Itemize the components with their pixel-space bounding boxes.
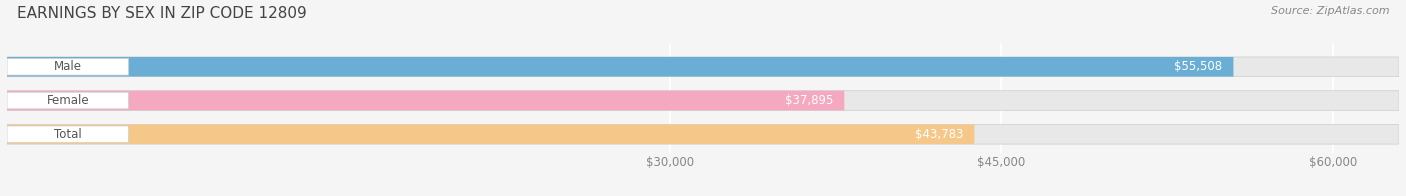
FancyBboxPatch shape — [7, 124, 1399, 144]
FancyBboxPatch shape — [7, 91, 844, 110]
Text: $55,508: $55,508 — [1174, 60, 1222, 73]
Text: Source: ZipAtlas.com: Source: ZipAtlas.com — [1271, 6, 1389, 16]
FancyBboxPatch shape — [7, 91, 1399, 110]
Text: Male: Male — [53, 60, 82, 73]
FancyBboxPatch shape — [7, 58, 128, 75]
Text: $37,895: $37,895 — [785, 94, 834, 107]
FancyBboxPatch shape — [7, 124, 974, 144]
FancyBboxPatch shape — [7, 126, 128, 143]
FancyBboxPatch shape — [7, 92, 128, 109]
Text: Total: Total — [53, 128, 82, 141]
Text: EARNINGS BY SEX IN ZIP CODE 12809: EARNINGS BY SEX IN ZIP CODE 12809 — [17, 6, 307, 21]
FancyBboxPatch shape — [7, 57, 1399, 77]
FancyBboxPatch shape — [7, 57, 1233, 77]
Text: $43,783: $43,783 — [915, 128, 963, 141]
Text: Female: Female — [46, 94, 89, 107]
